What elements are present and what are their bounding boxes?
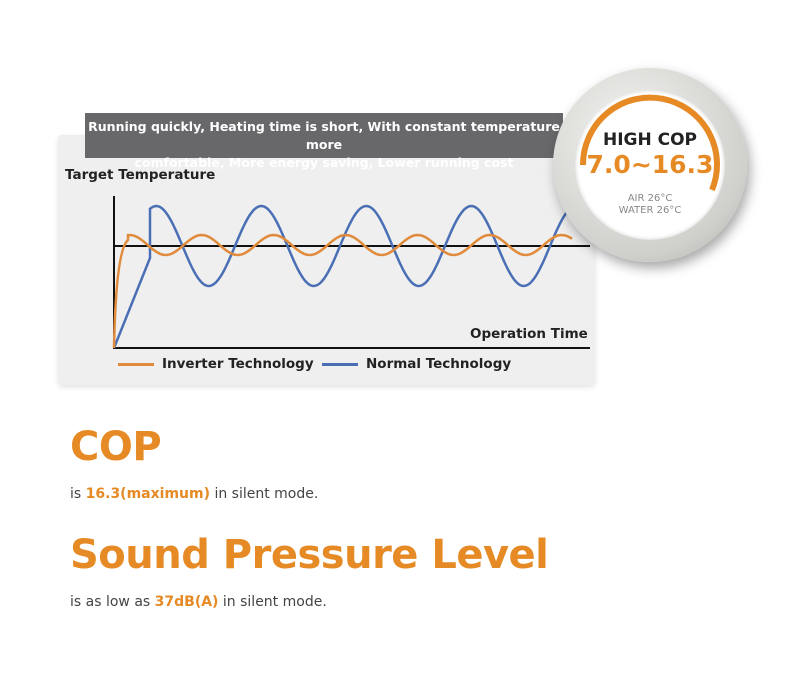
spl-post: in silent mode. [218, 594, 327, 610]
spl-heading: Sound Pressure Level [70, 532, 549, 578]
legend-swatch-inverter [118, 362, 154, 366]
badge-water: WATER 26°C [618, 205, 682, 216]
series-inverter-technology [112, 233, 573, 349]
legend-label-inverter: Inverter Technology [162, 356, 314, 372]
banner-line-1: Running quickly, Heating time is short, … [88, 119, 560, 152]
high-cop-badge: HIGH COP 7.0~16.3 AIR 26°C WATER 26°C [553, 68, 747, 262]
badge-conditions: AIR 26°C WATER 26°C [575, 193, 725, 217]
badge-face: HIGH COP 7.0~16.3 AIR 26°C WATER 26°C [575, 90, 725, 240]
cop-description: is 16.3(maximum) in silent mode. [70, 486, 318, 502]
badge-range: 7.0~16.3 [586, 150, 714, 179]
legend-item-normal: Normal Technology [322, 356, 511, 372]
series-normal-technology [112, 204, 573, 349]
badge-air: AIR 26°C [627, 193, 673, 204]
chart-panel [58, 135, 595, 385]
spl-description: is as low as 37dB(A) in silent mode. [70, 594, 327, 610]
cop-pre: is [70, 486, 86, 502]
legend-item-inverter: Inverter Technology [118, 356, 314, 372]
badge-title: HIGH COP [602, 130, 698, 150]
y-axis-label: Target Temperature [65, 167, 216, 183]
badge-arc [579, 94, 720, 192]
cop-heading: COP [70, 424, 162, 470]
cop-value: 16.3(maximum) [85, 486, 210, 502]
cop-post: in silent mode. [210, 486, 319, 502]
feature-banner: Running quickly, Heating time is short, … [85, 113, 563, 170]
spl-value: 37dB(A) [154, 594, 219, 610]
legend-label-normal: Normal Technology [366, 356, 512, 372]
banner-line-2: comfortable, More energy saving, Lower r… [134, 155, 514, 170]
spl-pre: is as low as [70, 594, 155, 610]
x-axis-label: Operation Time [470, 326, 588, 342]
legend-swatch-normal [322, 362, 358, 366]
